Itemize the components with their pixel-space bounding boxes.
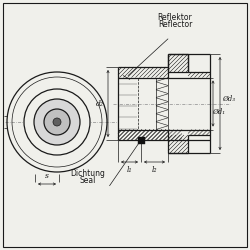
Text: Reflektor: Reflektor (158, 13, 192, 22)
Circle shape (53, 118, 61, 126)
Text: Ød₃: Ød₃ (222, 94, 235, 102)
Text: s: s (45, 172, 49, 180)
Text: Reflector: Reflector (158, 20, 192, 29)
Circle shape (34, 99, 80, 145)
Circle shape (44, 109, 70, 135)
Text: Dichtung: Dichtung (70, 169, 106, 178)
Text: l₂: l₂ (152, 166, 157, 174)
Text: Seal: Seal (80, 176, 96, 185)
Text: Ød₁: Ød₁ (212, 108, 225, 116)
Text: l₁: l₁ (127, 166, 132, 174)
Bar (138, 136, 144, 143)
Text: d₂: d₂ (96, 100, 104, 108)
Circle shape (24, 89, 90, 155)
